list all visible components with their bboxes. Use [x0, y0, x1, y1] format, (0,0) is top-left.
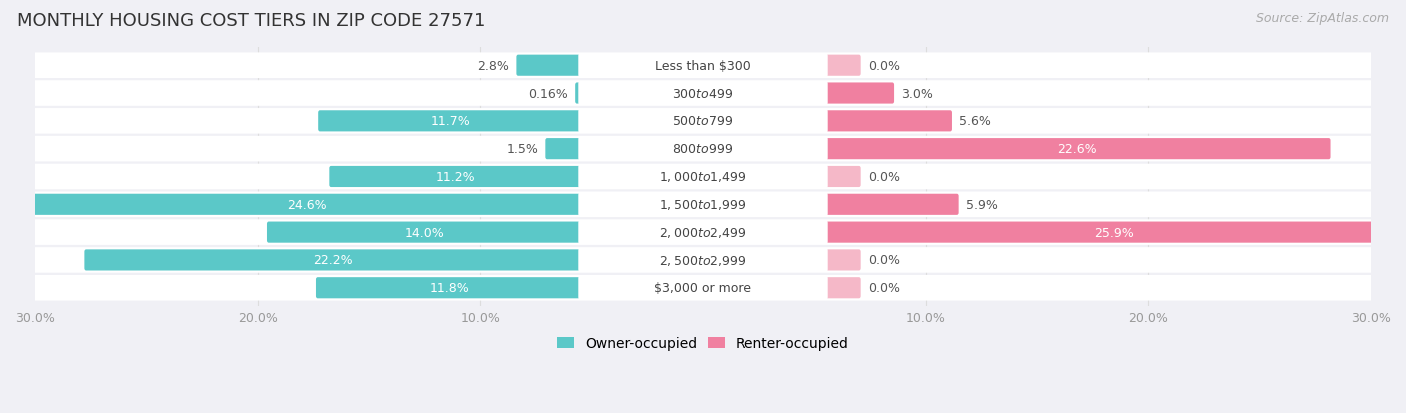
Text: 22.6%: 22.6% [1057, 143, 1097, 156]
FancyBboxPatch shape [824, 194, 959, 215]
FancyBboxPatch shape [27, 53, 1379, 79]
FancyBboxPatch shape [578, 248, 828, 273]
FancyBboxPatch shape [84, 250, 582, 271]
FancyBboxPatch shape [31, 194, 582, 215]
Text: 22.2%: 22.2% [314, 254, 353, 267]
FancyBboxPatch shape [27, 247, 1379, 273]
Text: $2,000 to $2,499: $2,000 to $2,499 [659, 225, 747, 240]
Text: 25.9%: 25.9% [1094, 226, 1133, 239]
FancyBboxPatch shape [329, 166, 582, 188]
FancyBboxPatch shape [27, 192, 1379, 218]
FancyBboxPatch shape [27, 81, 1379, 107]
Text: 5.6%: 5.6% [959, 115, 991, 128]
Text: 2.8%: 2.8% [478, 59, 509, 73]
Text: 0.0%: 0.0% [868, 254, 900, 267]
FancyBboxPatch shape [318, 111, 582, 132]
Text: $1,500 to $1,999: $1,500 to $1,999 [659, 198, 747, 212]
Text: 11.2%: 11.2% [436, 171, 475, 183]
FancyBboxPatch shape [824, 222, 1405, 243]
FancyBboxPatch shape [578, 276, 828, 300]
Text: $300 to $499: $300 to $499 [672, 87, 734, 100]
FancyBboxPatch shape [578, 109, 828, 134]
FancyBboxPatch shape [824, 83, 894, 104]
FancyBboxPatch shape [824, 278, 860, 299]
Text: 1.5%: 1.5% [506, 143, 538, 156]
Text: Source: ZipAtlas.com: Source: ZipAtlas.com [1256, 12, 1389, 25]
FancyBboxPatch shape [578, 54, 828, 78]
Text: Less than $300: Less than $300 [655, 59, 751, 73]
Text: $800 to $999: $800 to $999 [672, 143, 734, 156]
Text: MONTHLY HOUSING COST TIERS IN ZIP CODE 27571: MONTHLY HOUSING COST TIERS IN ZIP CODE 2… [17, 12, 485, 30]
FancyBboxPatch shape [27, 164, 1379, 190]
FancyBboxPatch shape [267, 222, 582, 243]
FancyBboxPatch shape [578, 137, 828, 161]
FancyBboxPatch shape [575, 83, 582, 104]
FancyBboxPatch shape [824, 166, 860, 188]
FancyBboxPatch shape [578, 165, 828, 189]
Text: 0.0%: 0.0% [868, 171, 900, 183]
FancyBboxPatch shape [27, 220, 1379, 245]
Text: 24.6%: 24.6% [287, 198, 326, 211]
FancyBboxPatch shape [824, 55, 860, 76]
Text: 11.7%: 11.7% [430, 115, 470, 128]
Text: 0.16%: 0.16% [529, 87, 568, 100]
FancyBboxPatch shape [27, 275, 1379, 301]
FancyBboxPatch shape [824, 250, 860, 271]
FancyBboxPatch shape [578, 221, 828, 245]
FancyBboxPatch shape [578, 82, 828, 106]
FancyBboxPatch shape [316, 278, 582, 299]
Text: 0.0%: 0.0% [868, 59, 900, 73]
Text: $3,000 or more: $3,000 or more [655, 282, 751, 294]
FancyBboxPatch shape [27, 109, 1379, 134]
FancyBboxPatch shape [578, 192, 828, 217]
FancyBboxPatch shape [546, 139, 582, 160]
Text: 0.0%: 0.0% [868, 282, 900, 294]
Text: 11.8%: 11.8% [429, 282, 470, 294]
Text: $2,500 to $2,999: $2,500 to $2,999 [659, 253, 747, 267]
FancyBboxPatch shape [516, 55, 582, 76]
Text: 14.0%: 14.0% [405, 226, 444, 239]
Text: 5.9%: 5.9% [966, 198, 998, 211]
Text: 3.0%: 3.0% [901, 87, 934, 100]
FancyBboxPatch shape [824, 111, 952, 132]
Text: $500 to $799: $500 to $799 [672, 115, 734, 128]
FancyBboxPatch shape [824, 139, 1330, 160]
Text: $1,000 to $1,499: $1,000 to $1,499 [659, 170, 747, 184]
Legend: Owner-occupied, Renter-occupied: Owner-occupied, Renter-occupied [551, 331, 855, 356]
FancyBboxPatch shape [27, 137, 1379, 162]
